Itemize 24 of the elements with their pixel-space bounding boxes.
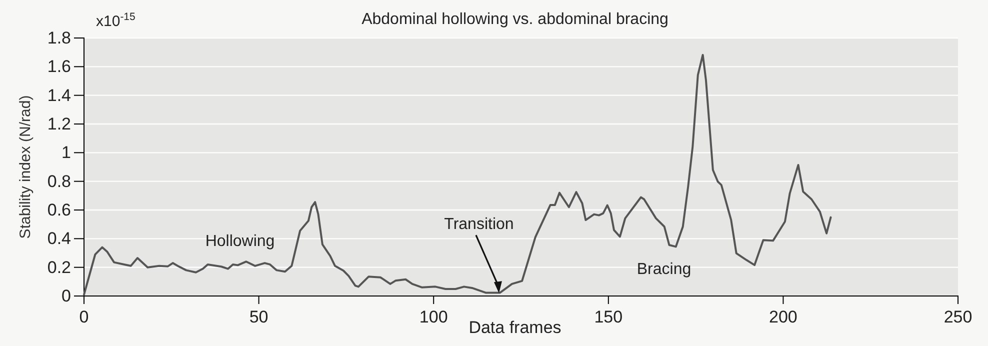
annotation: Bracing <box>636 261 692 278</box>
y-tick-label: 0.2 <box>47 258 71 277</box>
y-tick-label: 0.4 <box>47 229 71 248</box>
x-tick-label: 250 <box>944 307 972 326</box>
y-tick-label: 0.6 <box>47 200 71 220</box>
y-tick-label: 0 <box>62 286 71 306</box>
x-tick-label: 150 <box>594 307 623 326</box>
y-tick-label: 1.2 <box>47 114 71 134</box>
x-tick-label: 100 <box>419 307 448 326</box>
x-axis-title: Data frames <box>468 318 562 337</box>
y-tick-label: 1.6 <box>47 57 71 76</box>
y-axis-title: Stability index (N/rad) <box>17 95 34 239</box>
y-tick-label: 1.8 <box>47 28 71 48</box>
x-tick-label: 200 <box>769 307 798 326</box>
y-tick-label: 1.4 <box>47 86 71 105</box>
x-tick-label: 50 <box>249 307 268 326</box>
y-tick-label: 1 <box>62 143 71 162</box>
line-series <box>83 54 832 296</box>
text: x10$^{-15}$ <box>96 11 136 30</box>
annotation: Hollowing <box>205 233 275 250</box>
chart-title: Abdominal hollowing vs. abdominal bracing <box>362 11 668 28</box>
y-tick-label: 0.8 <box>47 172 71 191</box>
annotation: Transition <box>444 216 514 234</box>
x-tick-label: 0 <box>79 307 89 326</box>
